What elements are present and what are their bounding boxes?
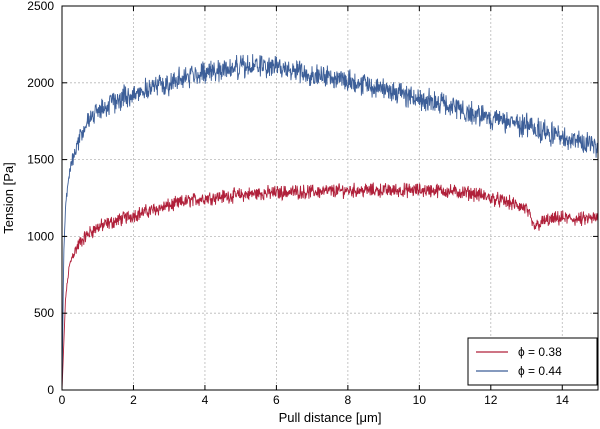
x-tick-label: 8: [345, 393, 352, 407]
series-group: [61, 54, 599, 391]
x-tick-label: 14: [556, 393, 570, 407]
x-tick-label: 4: [202, 393, 209, 407]
y-tick-label: 1000: [27, 229, 54, 243]
x-tick-label: 12: [484, 393, 498, 407]
x-tick-label: 10: [413, 393, 427, 407]
legend: ϕ = 0.38 ϕ = 0.44: [467, 337, 598, 386]
legend-label-series-2: ϕ = 0.44: [518, 364, 562, 378]
plot-frame: [61, 5, 599, 391]
y-tick-label: 500: [34, 306, 54, 320]
y-tick-label: 2500: [27, 0, 54, 13]
x-tick-label: 2: [130, 393, 137, 407]
y-axis-label: Tension [Pa]: [1, 162, 16, 234]
x-tick-label: 6: [273, 393, 280, 407]
ticks: 0 2 4 6 8 10 12 14 0 500 1000 1500 2000 2500: [27, 0, 598, 407]
y-tick-label: 0: [47, 383, 54, 397]
series-line-2: [61, 54, 599, 391]
legend-box: [467, 337, 598, 386]
legend-label-series-1: ϕ = 0.38: [518, 345, 562, 359]
y-tick-label: 2000: [27, 76, 54, 90]
y-tick-label: 1500: [27, 153, 54, 167]
x-axis-label: Pull distance [μm]: [279, 410, 382, 425]
series-line-1: [61, 182, 599, 391]
x-tick-label: 0: [59, 393, 66, 407]
